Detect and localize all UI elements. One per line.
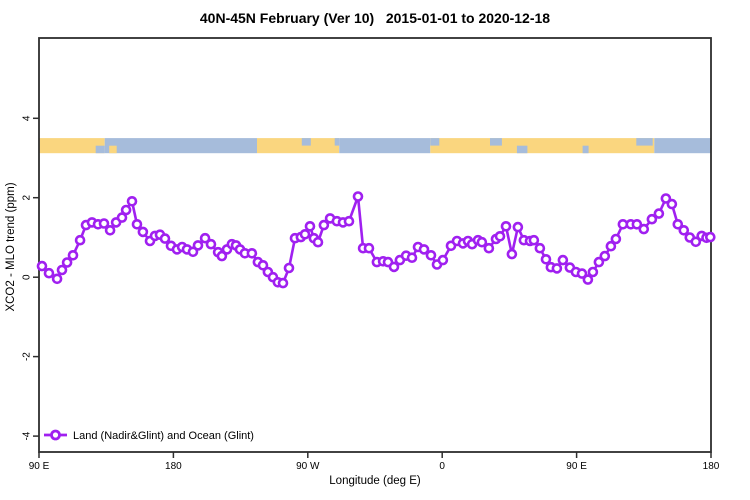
y-tick-label: -4 — [22, 431, 33, 440]
data-point — [74, 234, 86, 246]
data-point — [476, 236, 488, 248]
data-point — [98, 218, 110, 229]
data-point — [646, 213, 658, 225]
data-point — [690, 236, 702, 248]
x-tick-label: 0 — [439, 461, 445, 472]
data-point — [672, 219, 684, 230]
data-point — [610, 233, 622, 245]
data-point — [131, 219, 143, 230]
y-tick-label: 0 — [22, 274, 33, 280]
surface-band-land — [109, 145, 117, 154]
data-point — [534, 242, 546, 254]
data-point — [551, 263, 563, 274]
data-point — [36, 260, 48, 272]
legend-marker-icon — [50, 429, 61, 441]
data-point — [159, 233, 171, 244]
series-line — [41, 195, 711, 285]
data-point — [388, 261, 400, 273]
surface-band-land — [430, 138, 655, 154]
data-point — [483, 242, 495, 254]
data-point — [631, 219, 643, 230]
data-point — [318, 219, 330, 231]
x-tick-label: 90 W — [296, 461, 320, 472]
data-point — [304, 221, 316, 232]
surface-band-ocean — [301, 138, 311, 146]
surface-band-land — [39, 138, 105, 154]
surface-band-ocean — [95, 145, 105, 154]
data-point — [216, 250, 228, 262]
data-point — [299, 229, 311, 240]
data-point — [437, 254, 449, 266]
data-point — [43, 267, 55, 279]
data-point — [593, 256, 605, 268]
surface-band-ocean — [654, 138, 711, 154]
legend-label: Land (Nadir&Glint) and Ocean (Glint) — [73, 430, 254, 442]
data-point — [678, 225, 690, 236]
x-tick-label: 180 — [703, 461, 720, 472]
data-point — [312, 236, 324, 248]
data-point — [638, 223, 650, 235]
data-point — [352, 191, 364, 202]
data-point — [67, 250, 79, 261]
data-point — [126, 196, 138, 207]
data-point — [246, 248, 258, 259]
data-point — [56, 264, 68, 276]
data-point — [51, 273, 63, 285]
data-point — [506, 248, 518, 260]
y-tick-label: 2 — [22, 194, 33, 200]
data-point — [192, 240, 204, 251]
y-tick-label: 4 — [22, 115, 33, 121]
data-point — [528, 234, 540, 246]
data-point — [704, 231, 716, 243]
data-point — [557, 254, 569, 266]
data-point — [257, 259, 269, 271]
data-point — [500, 221, 512, 232]
data-point — [120, 204, 132, 216]
data-point — [205, 238, 217, 250]
data-point — [104, 225, 116, 236]
surface-band-ocean — [582, 145, 589, 154]
surface-band-ocean — [104, 138, 257, 154]
data-point — [582, 274, 594, 285]
data-point — [653, 208, 665, 219]
data-point — [363, 242, 375, 254]
data-point — [343, 215, 355, 227]
data-point — [187, 246, 199, 258]
data-point — [576, 268, 588, 279]
surface-band-ocean — [490, 138, 502, 146]
plot-border — [38, 37, 712, 453]
x-tick-label: 180 — [165, 461, 182, 472]
data-point — [61, 257, 73, 268]
y-tick-label: -2 — [22, 352, 33, 361]
data-point — [277, 277, 289, 289]
surface-band-ocean — [430, 138, 440, 146]
data-point — [425, 250, 437, 261]
x-tick-label: 90 E — [29, 461, 50, 472]
data-point — [406, 252, 418, 264]
data-point — [283, 262, 295, 274]
surface-band-ocean — [636, 138, 653, 146]
data-point — [605, 240, 617, 252]
data-point — [587, 266, 599, 278]
data-point — [666, 198, 678, 210]
data-point — [199, 232, 211, 244]
surface-band-ocean — [334, 138, 340, 146]
data-point — [494, 231, 506, 242]
surface-band-land — [257, 138, 340, 154]
data-point — [116, 212, 128, 223]
data-point — [599, 250, 611, 262]
data-point — [540, 253, 552, 265]
data-point — [418, 244, 430, 255]
surface-band-ocean — [516, 145, 528, 154]
data-point — [512, 221, 524, 233]
data-point — [660, 193, 672, 204]
x-axis-title: Longitude (deg E) — [329, 475, 421, 487]
chart-title: 40N-45N February (Ver 10) 2015-01-01 to … — [199, 10, 551, 26]
x-tick-label: 90 E — [566, 461, 587, 472]
surface-band-ocean — [339, 138, 431, 154]
data-point — [137, 226, 149, 238]
legend: Land (Nadir&Glint) and Ocean (Glint) — [44, 429, 254, 442]
